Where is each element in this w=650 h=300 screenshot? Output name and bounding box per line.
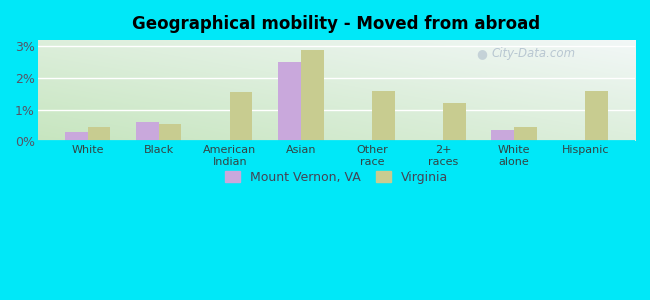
Bar xyxy=(514,127,537,141)
Bar xyxy=(159,124,181,141)
Bar xyxy=(229,92,252,141)
Text: City-Data.com: City-Data.com xyxy=(491,47,576,60)
Bar xyxy=(301,50,324,141)
Text: ●: ● xyxy=(476,47,488,60)
Bar xyxy=(278,62,301,141)
Bar xyxy=(88,127,110,141)
Bar xyxy=(65,132,88,141)
Bar xyxy=(443,103,466,141)
Bar xyxy=(491,130,514,141)
Legend: Mount Vernon, VA, Virginia: Mount Vernon, VA, Virginia xyxy=(221,167,452,188)
Bar xyxy=(372,91,395,141)
Bar xyxy=(585,91,608,141)
Title: Geographical mobility - Moved from abroad: Geographical mobility - Moved from abroa… xyxy=(133,15,540,33)
Bar xyxy=(136,122,159,141)
